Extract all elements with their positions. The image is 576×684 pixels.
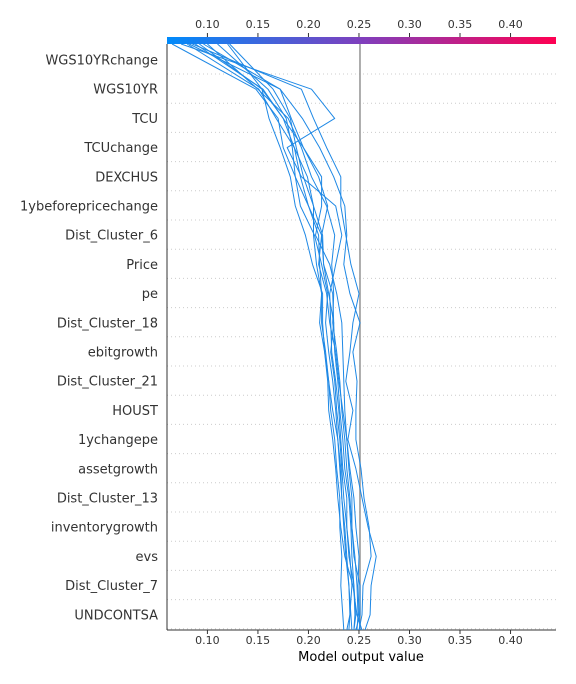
decision-line	[195, 43, 356, 631]
decision-line	[227, 43, 361, 631]
colorbar	[167, 37, 556, 44]
x-tick-label-bottom: 0.10	[195, 634, 220, 647]
x-tick-label-top: 0.35	[448, 18, 473, 31]
feature-label: WGS10YRchange	[45, 54, 158, 69]
feature-label: WGS10YR	[93, 83, 158, 98]
feature-label: TCUchange	[83, 141, 158, 156]
decision-line	[192, 43, 377, 631]
axes: 0.10 0.10 0.15 0.15 0.20 0.20 0.25 0.25 0.30 0.30…	[166, 18, 556, 647]
x-tick-label-top: 0.25	[347, 18, 372, 31]
decision-line	[180, 43, 353, 631]
feature-label: pe	[142, 287, 158, 302]
grid-lines	[167, 73, 556, 630]
feature-label: Dist_Cluster_18	[57, 316, 158, 331]
decision-line	[188, 43, 372, 631]
x-tick-label-bottom: 0.25	[347, 634, 372, 647]
feature-label: UNDCONTSA	[74, 608, 158, 623]
decision-lines	[171, 43, 377, 631]
x-tick-label-bottom: 0.15	[246, 634, 271, 647]
feature-label: Dist_Cluster_13	[57, 492, 158, 507]
feature-label: HOUST	[112, 404, 158, 419]
x-tick-label-top: 0.40	[498, 18, 523, 31]
feature-label: TCU	[131, 112, 158, 127]
decision-line	[217, 43, 351, 631]
feature-labels: WGS10YRchange WGS10YR TCU TCUchange DEXCHUS 1…	[20, 54, 158, 624]
x-tick-label-bottom: 0.30	[397, 634, 422, 647]
x-tick-label-bottom: 0.35	[448, 634, 473, 647]
x-tick-label-bottom: 0.40	[498, 634, 523, 647]
feature-label: 1ybeforepricechange	[20, 200, 158, 215]
x-tick-label-bottom: 0.20	[296, 634, 321, 647]
x-tick-label-top: 0.30	[397, 18, 422, 31]
decision-line	[203, 43, 361, 631]
x-tick-label-top: 0.10	[195, 18, 220, 31]
decision-line	[207, 43, 359, 631]
feature-label: 1ychangepe	[78, 433, 158, 448]
feature-label: ebitgrowth	[88, 346, 158, 361]
x-tick-label-top: 0.20	[296, 18, 321, 31]
feature-label: Price	[126, 258, 158, 273]
feature-label: inventorygrowth	[51, 521, 158, 536]
feature-label: assetgrowth	[78, 462, 158, 477]
feature-label: Dist_Cluster_6	[65, 229, 158, 244]
feature-label: Dist_Cluster_21	[57, 375, 158, 390]
x-tick-label-top: 0.15	[246, 18, 271, 31]
decision-line	[171, 43, 345, 631]
feature-label: evs	[136, 550, 159, 565]
x-axis-title: Model output value	[298, 650, 424, 665]
feature-label: Dist_Cluster_7	[65, 579, 158, 594]
feature-label: DEXCHUS	[95, 170, 158, 185]
decision-line	[186, 43, 357, 631]
